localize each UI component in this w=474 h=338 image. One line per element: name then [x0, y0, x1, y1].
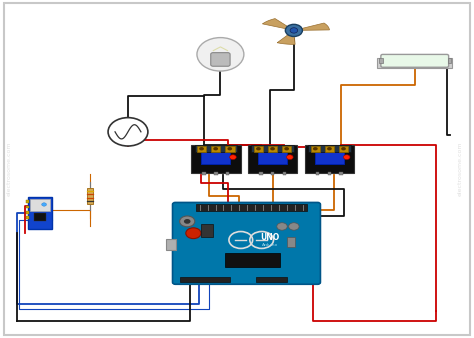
- Bar: [271, 172, 274, 175]
- Text: Arduino: Arduino: [262, 243, 278, 247]
- Bar: [254, 146, 263, 152]
- Polygon shape: [263, 19, 289, 29]
- Circle shape: [284, 147, 289, 150]
- Circle shape: [341, 147, 346, 150]
- Bar: [325, 146, 334, 152]
- Circle shape: [290, 28, 298, 33]
- Circle shape: [186, 228, 201, 239]
- Bar: [180, 277, 230, 282]
- Circle shape: [197, 38, 244, 71]
- Bar: [258, 152, 287, 164]
- Text: electrosome.com: electrosome.com: [457, 142, 462, 196]
- Circle shape: [199, 147, 204, 150]
- Bar: [304, 145, 354, 173]
- Bar: [315, 152, 344, 164]
- Bar: [287, 237, 295, 247]
- FancyBboxPatch shape: [173, 202, 320, 284]
- Polygon shape: [301, 23, 329, 30]
- Bar: [316, 172, 319, 175]
- Circle shape: [180, 216, 195, 227]
- Circle shape: [184, 219, 191, 224]
- Bar: [256, 277, 287, 282]
- Bar: [247, 145, 298, 173]
- Bar: [30, 199, 50, 211]
- Bar: [339, 172, 343, 175]
- Bar: [283, 172, 286, 175]
- Bar: [211, 146, 220, 152]
- Bar: [26, 217, 29, 219]
- Bar: [26, 206, 29, 208]
- Circle shape: [270, 147, 275, 150]
- Bar: [225, 146, 235, 152]
- Bar: [226, 172, 229, 175]
- Bar: [201, 224, 213, 237]
- Bar: [28, 197, 52, 229]
- Bar: [87, 188, 93, 204]
- Bar: [191, 145, 241, 173]
- Circle shape: [289, 223, 299, 230]
- Polygon shape: [277, 33, 295, 44]
- Bar: [310, 146, 320, 152]
- Circle shape: [277, 223, 287, 230]
- Bar: [308, 145, 351, 152]
- Bar: [202, 172, 206, 175]
- Bar: [282, 146, 292, 152]
- FancyBboxPatch shape: [381, 54, 448, 67]
- Circle shape: [343, 155, 350, 160]
- Bar: [328, 172, 331, 175]
- Circle shape: [256, 147, 261, 150]
- Bar: [196, 204, 307, 211]
- Bar: [194, 145, 237, 152]
- Circle shape: [286, 155, 293, 160]
- Bar: [201, 152, 230, 164]
- FancyBboxPatch shape: [211, 53, 230, 66]
- Circle shape: [285, 24, 302, 37]
- Bar: [251, 145, 294, 152]
- Bar: [26, 211, 29, 214]
- Bar: [34, 213, 46, 221]
- Bar: [214, 172, 218, 175]
- Circle shape: [313, 147, 318, 150]
- Circle shape: [228, 147, 232, 150]
- Text: electrosome.com: electrosome.com: [7, 142, 12, 196]
- Text: UNO: UNO: [261, 233, 280, 242]
- Bar: [268, 146, 277, 152]
- Bar: [377, 58, 452, 68]
- Bar: [339, 146, 348, 152]
- Bar: [447, 58, 451, 64]
- Circle shape: [327, 147, 332, 150]
- Bar: [225, 253, 280, 267]
- Bar: [259, 172, 263, 175]
- Bar: [166, 239, 176, 250]
- Circle shape: [213, 147, 218, 150]
- Circle shape: [42, 203, 46, 206]
- Bar: [26, 200, 29, 203]
- Bar: [197, 146, 206, 152]
- Bar: [379, 58, 383, 64]
- Circle shape: [229, 155, 236, 160]
- Circle shape: [108, 118, 148, 146]
